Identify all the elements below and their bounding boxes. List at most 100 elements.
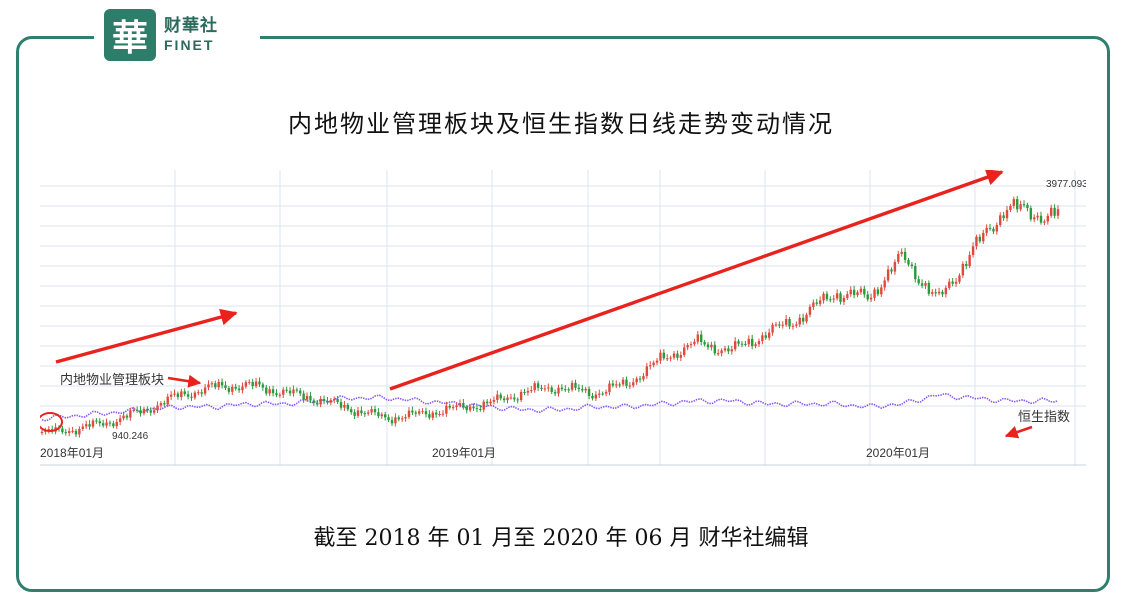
candle-body bbox=[591, 395, 594, 399]
candle-body bbox=[652, 362, 655, 366]
candle-body bbox=[720, 350, 723, 354]
candle-body bbox=[924, 282, 927, 286]
candle-body bbox=[71, 430, 74, 432]
candle-body bbox=[581, 388, 584, 391]
candle-body bbox=[927, 282, 931, 294]
candle-body bbox=[978, 236, 982, 242]
candle-body bbox=[958, 275, 961, 282]
candle-body bbox=[771, 324, 774, 333]
candle-body bbox=[835, 293, 839, 299]
candle-body bbox=[645, 366, 649, 377]
logo-mark: 華 bbox=[104, 9, 156, 61]
candle-body bbox=[530, 390, 533, 392]
candle-body bbox=[244, 382, 248, 387]
candle-body bbox=[224, 385, 227, 388]
candle-body bbox=[227, 387, 231, 392]
candle-body bbox=[316, 402, 319, 405]
candle-body bbox=[937, 291, 941, 294]
candle-body bbox=[632, 382, 635, 386]
candle-body bbox=[519, 391, 523, 401]
trend-arrows bbox=[55, 170, 1033, 439]
candle-body bbox=[468, 406, 472, 411]
candle-body bbox=[499, 394, 502, 399]
candle-body bbox=[676, 353, 679, 358]
candle-body bbox=[553, 392, 557, 394]
candle-body bbox=[934, 292, 937, 294]
candle-body bbox=[421, 411, 424, 413]
candle-body bbox=[302, 393, 305, 400]
candle-body bbox=[914, 265, 917, 280]
candle-body bbox=[910, 264, 914, 266]
candle-body bbox=[696, 334, 700, 342]
candle-body bbox=[886, 269, 890, 281]
candle-body bbox=[900, 251, 903, 254]
candle-body bbox=[880, 287, 883, 295]
candle-body bbox=[285, 389, 288, 391]
candle-body bbox=[791, 325, 795, 327]
candle-body bbox=[628, 385, 632, 387]
candle-body bbox=[506, 397, 509, 401]
candle-body bbox=[689, 344, 693, 346]
candle-body bbox=[475, 408, 479, 410]
candle-body bbox=[200, 392, 203, 394]
candle-body bbox=[1050, 207, 1053, 216]
candle-body bbox=[706, 344, 710, 348]
candle-body bbox=[968, 254, 971, 267]
candle-body bbox=[159, 403, 163, 406]
logo-text: 财華社 FINET bbox=[164, 18, 218, 53]
candle-body bbox=[822, 293, 825, 301]
candle-body bbox=[207, 384, 210, 388]
candle-body bbox=[176, 393, 180, 398]
finet-logo: 華 财華社 FINET bbox=[94, 6, 260, 64]
candle-body bbox=[805, 314, 808, 322]
candle-body bbox=[502, 398, 506, 401]
hsi-label-arrow bbox=[1004, 425, 1033, 439]
candle-body bbox=[400, 418, 404, 420]
candle-body bbox=[47, 429, 50, 431]
candle-body bbox=[441, 413, 445, 415]
candle-body bbox=[458, 403, 462, 406]
candle-body bbox=[356, 410, 360, 416]
candle-body bbox=[203, 387, 207, 394]
candle-body bbox=[829, 299, 832, 301]
candle-body bbox=[390, 420, 394, 424]
candle-body bbox=[574, 382, 577, 388]
candle-body bbox=[404, 417, 407, 419]
candle-body bbox=[852, 289, 856, 296]
candle-body bbox=[411, 410, 414, 413]
candle-body bbox=[533, 383, 536, 391]
candle-body bbox=[975, 236, 978, 247]
candle-body bbox=[288, 390, 292, 394]
candle-body bbox=[703, 342, 706, 345]
candle-body bbox=[237, 388, 241, 391]
candle-body bbox=[74, 430, 78, 435]
candle-body bbox=[740, 343, 744, 345]
candle-body bbox=[1053, 207, 1056, 216]
candle-body bbox=[788, 318, 791, 327]
candle-body bbox=[982, 232, 985, 242]
candle-body bbox=[190, 396, 193, 398]
candle-body bbox=[353, 412, 356, 416]
candle-body bbox=[108, 422, 112, 424]
candle-body bbox=[258, 381, 261, 385]
candle-body bbox=[825, 293, 829, 300]
x-tick-label: 2020年01月 bbox=[866, 446, 930, 460]
candle-body bbox=[893, 261, 897, 272]
candle-body bbox=[394, 417, 397, 424]
candle-body bbox=[214, 383, 217, 388]
candle-body bbox=[251, 381, 254, 387]
candle-body bbox=[295, 389, 299, 391]
candle-body bbox=[601, 393, 604, 395]
candle-body bbox=[319, 398, 322, 405]
candle-body bbox=[907, 259, 910, 265]
candle-body bbox=[767, 332, 771, 338]
candle-body bbox=[710, 344, 713, 348]
candle-body bbox=[744, 343, 747, 345]
x-tick-label: 2019年01月 bbox=[432, 446, 496, 460]
candle-body bbox=[1009, 205, 1012, 211]
candle-body bbox=[156, 405, 159, 411]
candle-body bbox=[625, 379, 628, 386]
candle-body bbox=[733, 341, 737, 350]
candle-body bbox=[754, 344, 757, 347]
candle-body bbox=[873, 289, 876, 298]
